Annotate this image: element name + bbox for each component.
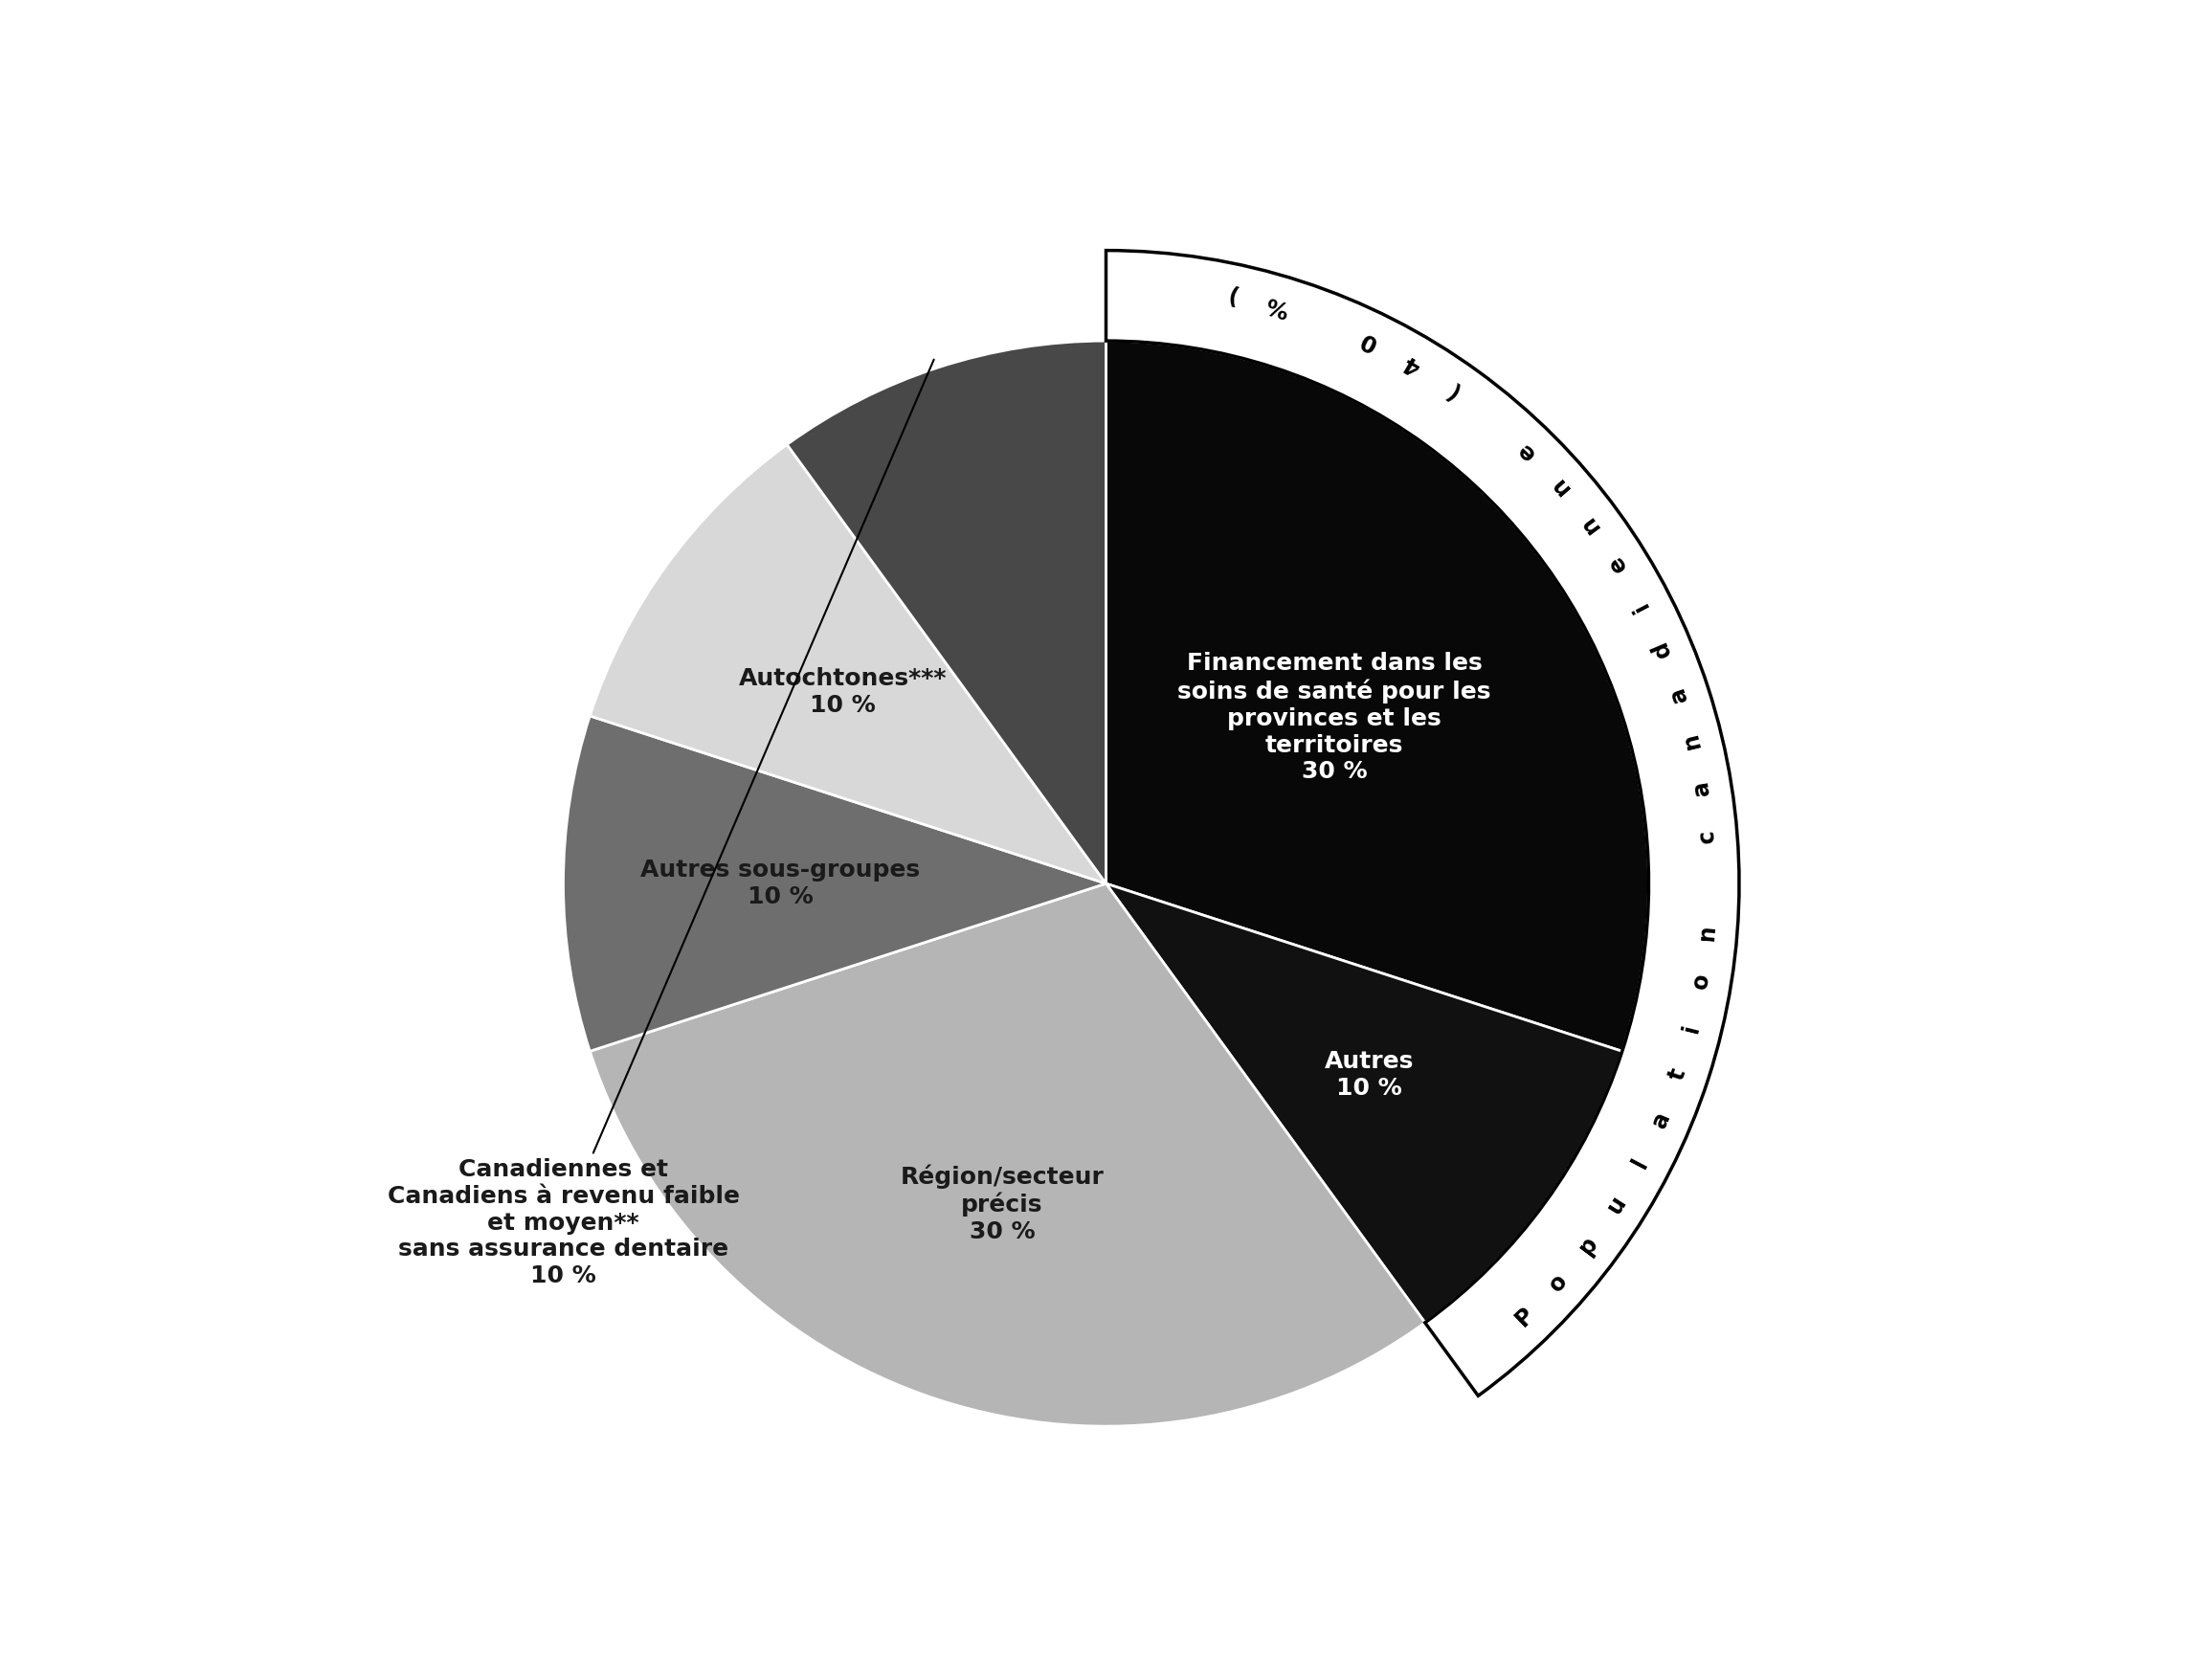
Text: n: n	[1694, 923, 1719, 941]
Text: ): )	[1223, 281, 1239, 307]
Text: n: n	[1546, 472, 1573, 499]
Text: Autres
10 %: Autres 10 %	[1325, 1050, 1413, 1100]
Text: t: t	[1666, 1065, 1690, 1084]
Text: n: n	[1679, 730, 1705, 752]
Text: c: c	[1694, 829, 1719, 844]
Text: 4: 4	[1398, 350, 1425, 377]
Text: %: %	[1263, 291, 1292, 320]
Text: P: P	[1511, 1303, 1540, 1332]
Text: e: e	[1513, 437, 1540, 464]
Text: Autres sous-groupes
10 %: Autres sous-groupes 10 %	[641, 859, 920, 908]
Text: p: p	[1575, 1231, 1604, 1258]
Text: e: e	[1604, 551, 1630, 576]
Text: n: n	[1575, 511, 1604, 536]
Text: u: u	[1601, 1193, 1630, 1218]
Text: i: i	[1628, 596, 1652, 615]
Text: 0: 0	[1356, 327, 1380, 355]
Wedge shape	[591, 444, 1106, 884]
Wedge shape	[1106, 250, 1739, 1395]
Text: a: a	[1666, 683, 1692, 705]
Text: o: o	[1688, 971, 1714, 990]
Text: Financement dans les
soins de santé pour les
provinces et les
territoires
30 %: Financement dans les soins de santé pour…	[1177, 652, 1491, 784]
Text: l: l	[1628, 1154, 1652, 1172]
Text: Région/secteur
précis
30 %: Région/secteur précis 30 %	[900, 1164, 1104, 1243]
Text: Autochtones***
10 %: Autochtones*** 10 %	[739, 667, 947, 717]
Wedge shape	[787, 340, 1106, 884]
Text: i: i	[1679, 1022, 1703, 1035]
Wedge shape	[1106, 884, 1621, 1323]
Wedge shape	[564, 715, 1106, 1052]
Text: a: a	[1648, 1109, 1674, 1131]
Text: Canadiennes et
Canadiens à revenu faible
et moyen**
sans assurance dentaire
10 %: Canadiennes et Canadiens à revenu faible…	[387, 360, 933, 1288]
Text: a: a	[1688, 779, 1714, 797]
Text: d: d	[1648, 636, 1674, 662]
Text: (: (	[1440, 377, 1462, 402]
Text: o: o	[1544, 1270, 1573, 1296]
Wedge shape	[1106, 340, 1648, 1052]
Wedge shape	[591, 884, 1425, 1425]
